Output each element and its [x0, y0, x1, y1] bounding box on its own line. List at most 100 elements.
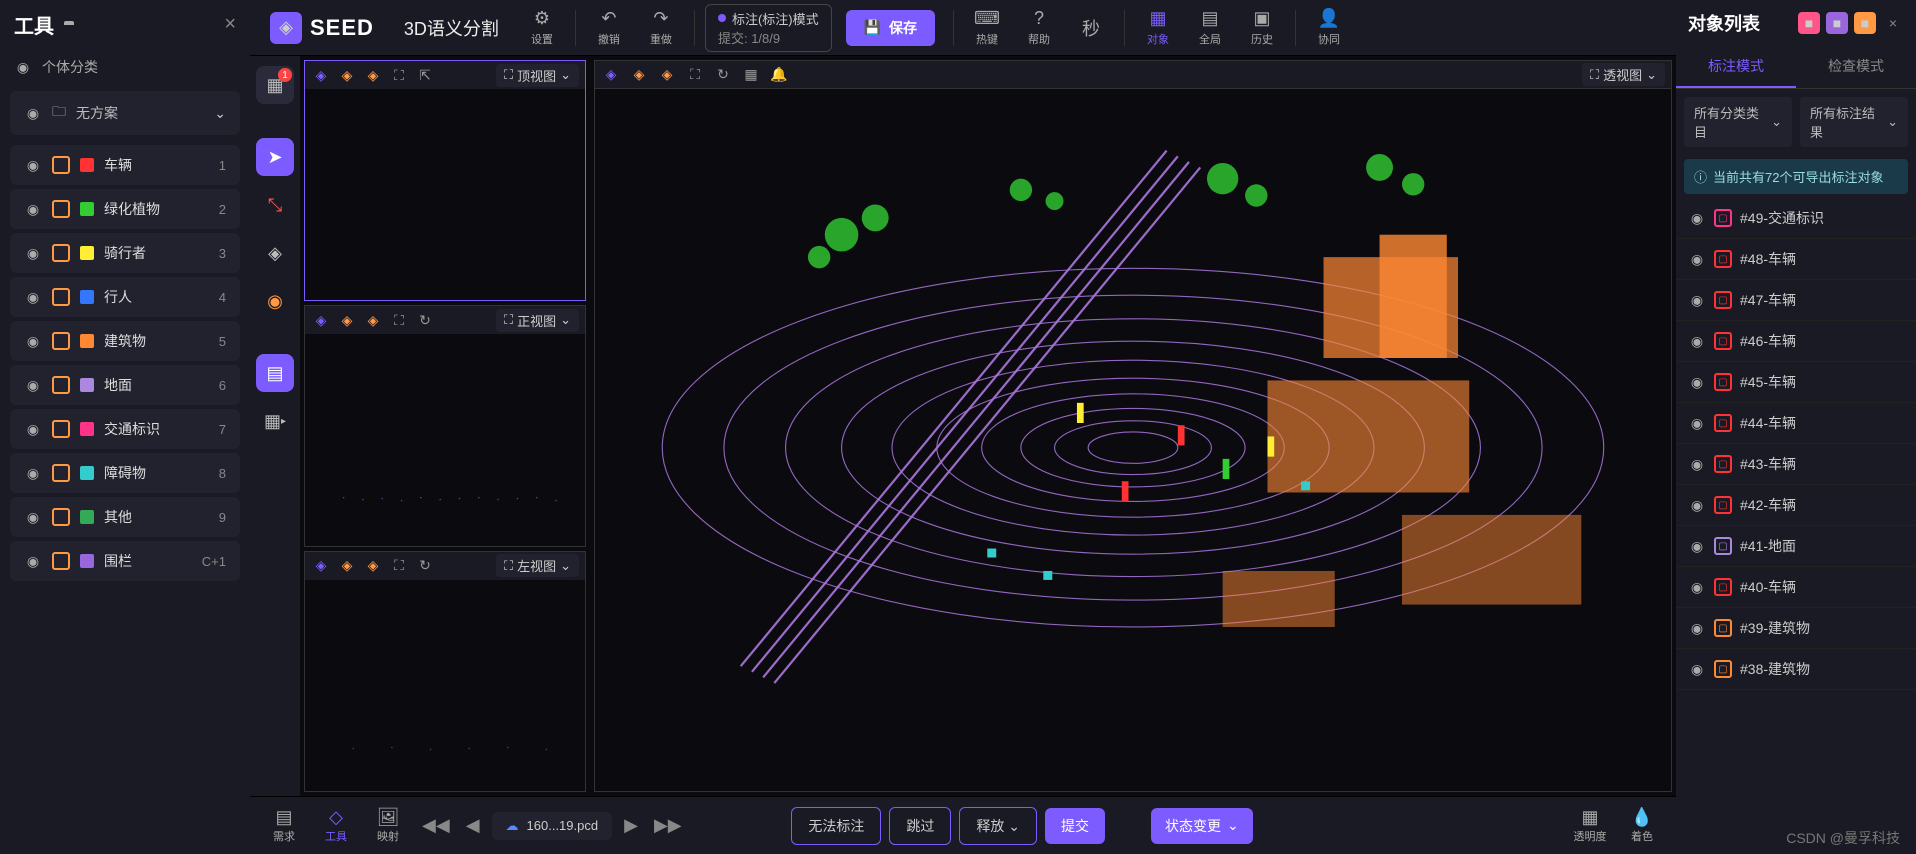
- undo-button[interactable]: ↶撤销: [586, 6, 632, 50]
- filter-result[interactable]: 所有标注结果⌄: [1800, 97, 1908, 147]
- eye-icon[interactable]: ◉: [1688, 250, 1706, 268]
- settings-button[interactable]: ⚙设置: [519, 6, 565, 50]
- global-button[interactable]: ▤全局: [1187, 6, 1233, 50]
- scheme-selector[interactable]: ◉ 🗀 无方案 ⌄: [10, 91, 240, 135]
- front-view-canvas[interactable]: [305, 334, 585, 545]
- layout-tool[interactable]: ▤: [256, 354, 294, 392]
- expand-icon[interactable]: ⛶: [389, 310, 409, 330]
- object-item[interactable]: ◉ ▢ #45-车辆: [1676, 362, 1916, 403]
- close-tools-icon[interactable]: ×: [224, 13, 236, 36]
- object-item[interactable]: ◉ ▢ #46-车辆: [1676, 321, 1916, 362]
- category-item[interactable]: ◉ 其他 9: [10, 497, 240, 537]
- view-selector[interactable]: ⛶左视图⌄: [496, 554, 579, 577]
- classification-header[interactable]: ◉ 个体分类: [0, 49, 250, 85]
- object-item[interactable]: ◉ ▢ #47-车辆: [1676, 280, 1916, 321]
- cube-icon[interactable]: ◈: [657, 65, 677, 85]
- cube-icon[interactable]: ◈: [363, 310, 383, 330]
- category-item[interactable]: ◉ 行人 4: [10, 277, 240, 317]
- object-item[interactable]: ◉ ▢ #42-车辆: [1676, 485, 1916, 526]
- logo[interactable]: ◈ SEED: [260, 12, 384, 44]
- hotkey-button[interactable]: ⌨热键: [964, 6, 1010, 50]
- mapping-button[interactable]: 🖼映射: [366, 807, 410, 844]
- object-item[interactable]: ◉ ▢ #40-车辆: [1676, 567, 1916, 608]
- unknown-button[interactable]: 秒: [1068, 6, 1114, 50]
- eye-icon[interactable]: ◉: [24, 156, 42, 174]
- view-selector[interactable]: ⛶正视图⌄: [496, 309, 579, 332]
- eye-icon[interactable]: ◉: [24, 464, 42, 482]
- category-item[interactable]: ◉ 交通标识 7: [10, 409, 240, 449]
- eye-icon[interactable]: ◉: [1688, 209, 1706, 227]
- tool-button[interactable]: ◇工具: [314, 807, 358, 844]
- eye-icon[interactable]: ◉: [24, 332, 42, 350]
- link-icon[interactable]: ⇱: [415, 65, 435, 85]
- eye-icon[interactable]: ◉: [24, 288, 42, 306]
- refresh-icon[interactable]: ↻: [415, 310, 435, 330]
- object-item[interactable]: ◉ ▢ #48-车辆: [1676, 239, 1916, 280]
- eye-icon[interactable]: ◉: [24, 508, 42, 526]
- cube-icon[interactable]: ◈: [311, 310, 331, 330]
- cube-icon[interactable]: ◈: [363, 65, 383, 85]
- submit-button[interactable]: 提交: [1045, 808, 1105, 844]
- cube-icon[interactable]: ◈: [337, 310, 357, 330]
- eye-icon[interactable]: ◉: [24, 200, 42, 218]
- axis-tool[interactable]: ⤡: [256, 186, 294, 224]
- cube-icon[interactable]: ◈: [601, 65, 621, 85]
- prev-button[interactable]: ◀: [462, 811, 484, 840]
- object-button[interactable]: ▦对象: [1135, 6, 1181, 50]
- category-item[interactable]: ◉ 围栏 C+1: [10, 541, 240, 581]
- eye-icon[interactable]: ◉: [1688, 414, 1706, 432]
- status-change-button[interactable]: 状态变更⌄: [1151, 808, 1253, 844]
- next-button[interactable]: ▶: [620, 811, 642, 840]
- skip-button[interactable]: 跳过: [889, 807, 951, 845]
- collab-button[interactable]: 👤协同: [1306, 6, 1352, 50]
- top-view-canvas[interactable]: [305, 89, 585, 300]
- eye-icon[interactable]: ◉: [24, 552, 42, 570]
- history-button[interactable]: ▣历史: [1239, 6, 1285, 50]
- release-button[interactable]: 释放 ⌄: [959, 807, 1037, 845]
- view-selector[interactable]: ⛶透视图⌄: [1582, 63, 1665, 86]
- eye-icon[interactable]: ◉: [1688, 332, 1706, 350]
- last-button[interactable]: ▶▶: [650, 811, 686, 840]
- bell-icon[interactable]: 🔔: [769, 65, 789, 85]
- refresh-icon[interactable]: ↻: [713, 65, 733, 85]
- expand-icon[interactable]: ⛶: [389, 556, 409, 576]
- eye-icon[interactable]: ◉: [24, 376, 42, 394]
- perspective-canvas[interactable]: [594, 88, 1672, 792]
- rs-icon1[interactable]: ■: [1798, 12, 1820, 34]
- mode-indicator[interactable]: 标注(标注)模式 提交: 1/8/9: [705, 4, 832, 52]
- cube-icon[interactable]: ◈: [337, 556, 357, 576]
- file-chip[interactable]: ☁160...19.pcd: [492, 812, 613, 840]
- rail-grid-button[interactable]: ▦1: [256, 66, 294, 104]
- object-item[interactable]: ◉ ▢ #39-建筑物: [1676, 608, 1916, 649]
- object-item[interactable]: ◉ ▢ #38-建筑物: [1676, 649, 1916, 690]
- eye-icon[interactable]: ◉: [1688, 455, 1706, 473]
- view-selector[interactable]: ⛶顶视图⌄: [496, 64, 579, 87]
- tab-annotate[interactable]: 标注模式: [1676, 46, 1796, 88]
- refresh-icon[interactable]: ↻: [415, 556, 435, 576]
- grid-icon[interactable]: ▦: [741, 65, 761, 85]
- layout2-tool[interactable]: ▦▸: [256, 402, 294, 440]
- category-item[interactable]: ◉ 车辆 1: [10, 145, 240, 185]
- save-button[interactable]: 💾保存: [846, 10, 935, 46]
- cube-icon[interactable]: ◈: [629, 65, 649, 85]
- tab-inspect[interactable]: 检查模式: [1796, 46, 1916, 88]
- opacity-button[interactable]: ▦透明度: [1568, 807, 1612, 844]
- category-item[interactable]: ◉ 骑行者 3: [10, 233, 240, 273]
- eye-icon[interactable]: ◉: [24, 420, 42, 438]
- eye-icon[interactable]: ◉: [24, 244, 42, 262]
- cannot-annotate-button[interactable]: 无法标注: [791, 807, 881, 845]
- eye-icon[interactable]: ◉: [1688, 537, 1706, 555]
- redo-button[interactable]: ↷重做: [638, 6, 684, 50]
- rotate-tool[interactable]: ◉: [256, 282, 294, 320]
- close-objects-icon[interactable]: ×: [1882, 12, 1904, 34]
- coloring-button[interactable]: 💧着色: [1620, 807, 1664, 844]
- cube-tool[interactable]: ◈: [256, 234, 294, 272]
- eye-icon[interactable]: ◉: [1688, 619, 1706, 637]
- filter-category[interactable]: 所有分类类目⌄: [1684, 97, 1792, 147]
- cube-icon[interactable]: ◈: [311, 556, 331, 576]
- help-button[interactable]: ?帮助: [1016, 6, 1062, 50]
- expand-icon[interactable]: ⛶: [389, 65, 409, 85]
- left-view-canvas[interactable]: [305, 580, 585, 791]
- eye-icon[interactable]: ◉: [1688, 373, 1706, 391]
- demand-button[interactable]: ▤需求: [262, 807, 306, 844]
